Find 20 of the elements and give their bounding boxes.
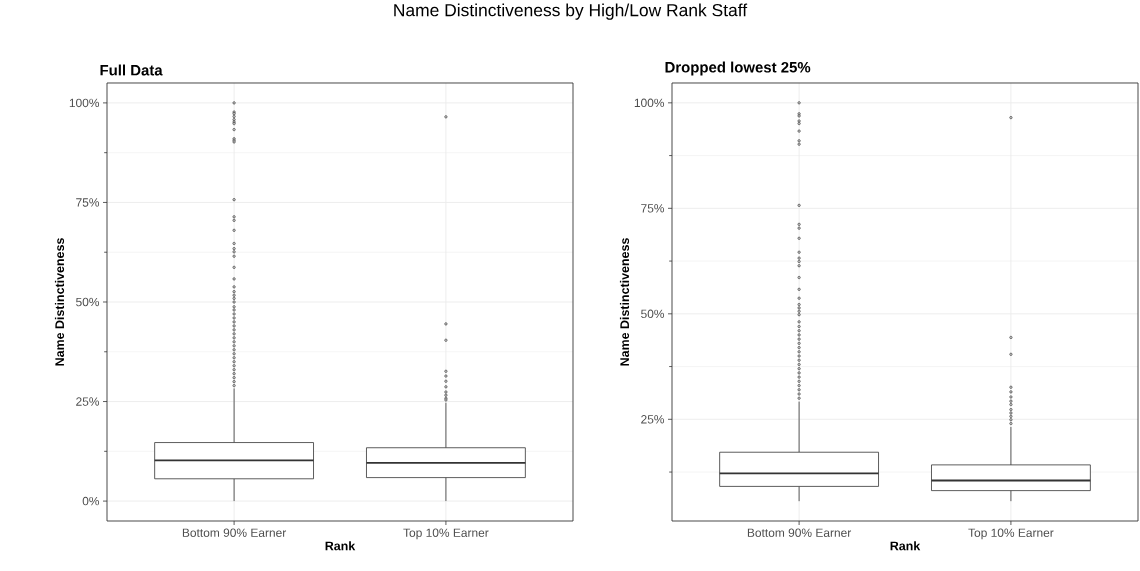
x-tick-label: Bottom 90% Earner bbox=[747, 528, 852, 537]
y-tick-label: 75% bbox=[76, 198, 100, 207]
x-tick-label: Top 10% Earner bbox=[968, 528, 1054, 540]
chart-title: Full Data bbox=[100, 64, 163, 76]
y-tick-label: 100% bbox=[634, 98, 665, 108]
x-axis-title: Rank bbox=[325, 541, 356, 551]
x-tick-label: Bottom 90% Earner bbox=[182, 528, 287, 537]
y-tick-label: 50% bbox=[641, 309, 665, 319]
y-tick-label: 0% bbox=[82, 496, 100, 506]
text: Name Distinctiveness by High/Low Rank Staff bbox=[394, 3, 748, 20]
y-axis-title: Name Distinctiveness bbox=[619, 238, 630, 366]
chart-title: Dropped lowest 25% bbox=[665, 61, 811, 76]
x-axis-title: Rank bbox=[890, 541, 921, 551]
y-tick-label: 100% bbox=[69, 98, 100, 108]
y-tick-label: 25% bbox=[76, 397, 100, 406]
y-axis-title: Name Distinctiveness bbox=[54, 238, 65, 366]
x-tick-label: Top 10% Earner bbox=[403, 528, 489, 540]
y-tick-label: 75% bbox=[641, 204, 665, 213]
y-tick-label: 25% bbox=[641, 415, 665, 424]
y-tick-label: 50% bbox=[76, 297, 100, 307]
